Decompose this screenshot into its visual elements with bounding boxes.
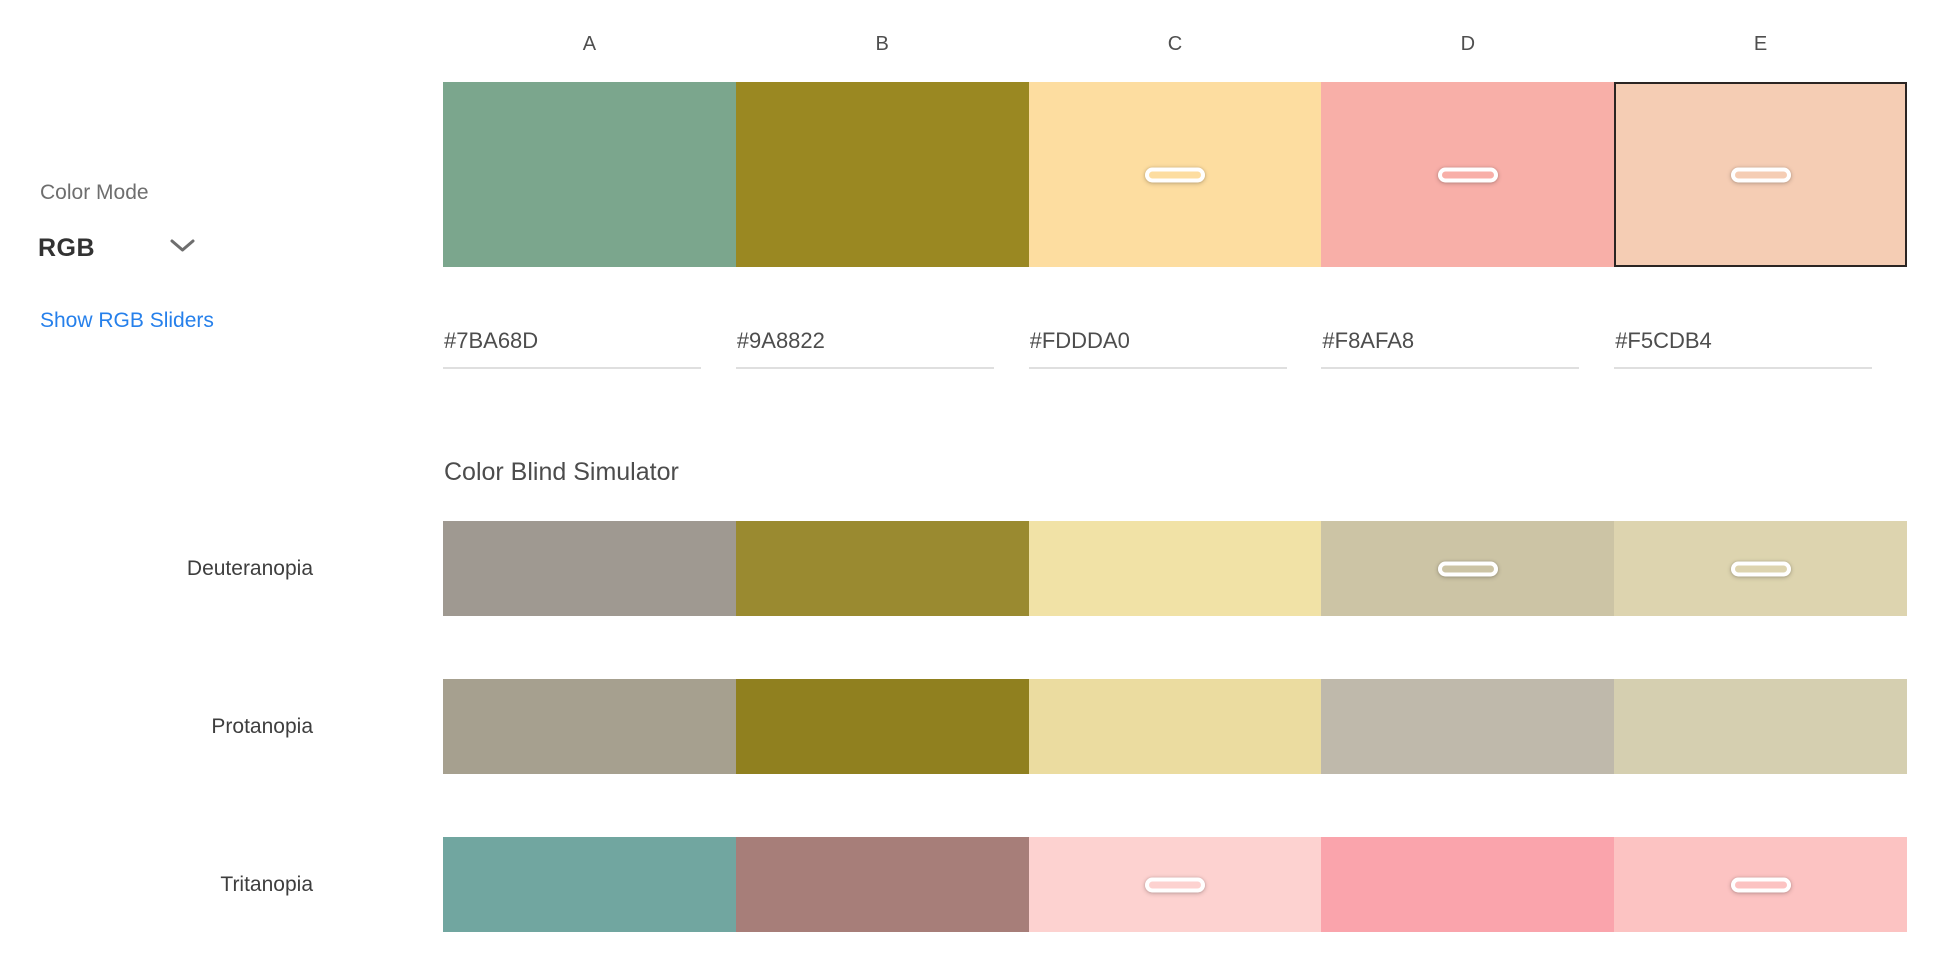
conflict-pill-icon bbox=[1144, 877, 1205, 892]
color-mode-value: RGB bbox=[38, 234, 96, 262]
hex-input-d[interactable] bbox=[1321, 324, 1580, 369]
sim-swatch bbox=[1028, 837, 1322, 932]
show-rgb-sliders-link[interactable]: Show RGB Sliders bbox=[40, 309, 214, 332]
sim-swatch bbox=[443, 679, 736, 774]
hex-input-e[interactable] bbox=[1614, 324, 1873, 369]
sim-swatch bbox=[735, 521, 1029, 616]
palette-swatch-row bbox=[443, 82, 1907, 267]
hex-input-c[interactable] bbox=[1028, 324, 1287, 369]
sim-swatch bbox=[735, 679, 1029, 774]
hex-input-a[interactable] bbox=[443, 324, 701, 369]
color-blind-simulator-title: Color Blind Simulator bbox=[444, 458, 679, 486]
sim-swatch bbox=[1614, 679, 1907, 774]
column-header-a: A bbox=[582, 33, 597, 55]
sim-swatch bbox=[1614, 837, 1907, 932]
column-header-d: D bbox=[1460, 33, 1476, 55]
chevron-down-icon bbox=[169, 238, 196, 259]
sim-swatch bbox=[1614, 521, 1907, 616]
palette-swatch-c[interactable] bbox=[1028, 82, 1322, 267]
simulator-row-label: Tritanopia bbox=[220, 872, 313, 896]
sim-swatch bbox=[443, 521, 736, 616]
sim-swatch bbox=[1028, 521, 1322, 616]
simulator-row-deuteranopia: Deuteranopia bbox=[187, 521, 1907, 616]
conflict-pill-icon bbox=[1730, 877, 1791, 892]
palette-swatch-d[interactable] bbox=[1321, 82, 1615, 267]
simulator-row-tritanopia: Tritanopia bbox=[220, 837, 1907, 932]
simulator-row-label: Deuteranopia bbox=[186, 556, 313, 580]
column-header-b: B bbox=[875, 33, 889, 55]
sim-swatch bbox=[735, 837, 1029, 932]
color-mode-select[interactable]: RGB bbox=[38, 234, 196, 263]
color-mode-label: Color Mode bbox=[40, 181, 149, 204]
palette-swatch-a[interactable] bbox=[443, 82, 736, 267]
column-headers: A B C D E bbox=[443, 33, 1907, 56]
column-header-c: C bbox=[1167, 33, 1183, 55]
hex-input-row bbox=[443, 324, 1907, 369]
sim-swatch bbox=[1321, 837, 1615, 932]
conflict-pill-icon bbox=[1437, 561, 1498, 576]
sim-swatch bbox=[1321, 679, 1615, 774]
hex-input-b[interactable] bbox=[735, 324, 994, 369]
conflict-pill-icon bbox=[1144, 167, 1205, 182]
column-header-e: E bbox=[1753, 33, 1768, 55]
conflict-pill-icon bbox=[1730, 561, 1791, 576]
conflict-pill-icon bbox=[1437, 167, 1498, 182]
sim-swatch bbox=[443, 837, 736, 932]
palette-swatch-b[interactable] bbox=[735, 82, 1029, 267]
simulator-row-label: Protanopia bbox=[211, 714, 313, 738]
conflict-pill-icon bbox=[1730, 167, 1791, 182]
palette-swatch-e[interactable] bbox=[1614, 82, 1907, 267]
sim-swatch bbox=[1028, 679, 1322, 774]
simulator-row-protanopia: Protanopia bbox=[211, 679, 1907, 774]
sim-swatch bbox=[1321, 521, 1615, 616]
